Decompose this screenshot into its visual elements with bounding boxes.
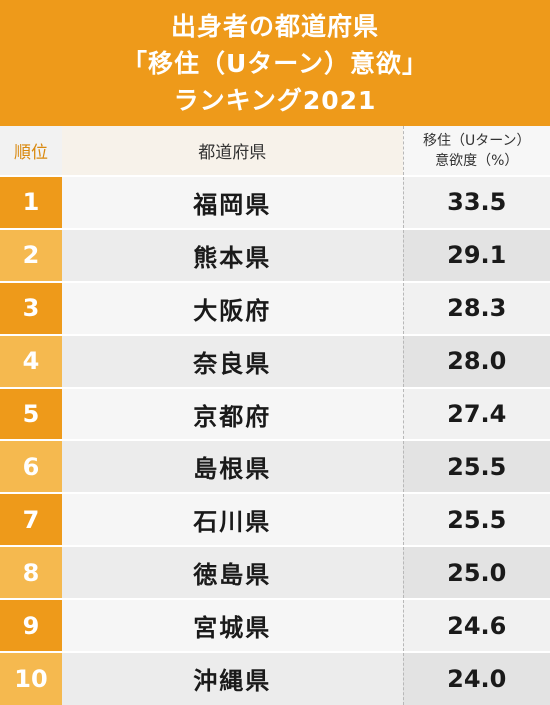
prefecture-cell: 沖縄県	[62, 651, 404, 705]
title-line-2: 「移住（Uターン）意欲」	[121, 48, 429, 78]
table-row: 4 奈良県 28.0	[0, 333, 550, 388]
value-cell: 25.5	[403, 492, 550, 547]
table-row: 10 沖縄県 24.0	[0, 651, 550, 705]
table-row: 6 島根県 25.5	[0, 439, 550, 494]
ranking-table: 順位 都道府県 移住（Uターン） 意欲度（%） 1 福岡県 33.5 2 熊本県…	[0, 126, 550, 705]
table-row: 7 石川県 25.5	[0, 492, 550, 547]
table-row: 9 宮城県 24.6	[0, 598, 550, 653]
title-line-1: 出身者の都道府県	[170, 11, 379, 41]
prefecture-cell: 宮城県	[62, 598, 404, 653]
table-row: 2 熊本県 29.1	[0, 227, 550, 282]
table-row: 3 大阪府 28.3	[0, 280, 550, 335]
rank-cell: 1	[0, 175, 62, 229]
prefecture-cell: 熊本県	[62, 227, 404, 282]
value-cell: 24.0	[403, 651, 550, 705]
rank-cell: 4	[0, 333, 62, 388]
value-cell: 33.5	[403, 175, 550, 229]
value-cell: 29.1	[403, 227, 550, 282]
value-cell: 28.0	[403, 333, 550, 388]
rank-cell: 5	[0, 386, 62, 441]
prefecture-cell: 福岡県	[62, 175, 404, 229]
table-row: 8 徳島県 25.0	[0, 545, 550, 600]
header-rank: 順位	[0, 126, 62, 176]
value-cell: 28.3	[403, 280, 550, 335]
value-cell: 27.4	[403, 386, 550, 441]
prefecture-cell: 奈良県	[62, 333, 404, 388]
rank-cell: 9	[0, 598, 62, 653]
table-row: 5 京都府 27.4	[0, 386, 550, 441]
chart-title: 出身者の都道府県 「移住（Uターン）意欲」 ランキング2021	[0, 0, 550, 126]
prefecture-cell: 石川県	[62, 492, 404, 547]
header-prefecture: 都道府県	[62, 126, 404, 176]
header-value: 移住（Uターン） 意欲度（%）	[403, 126, 550, 176]
table-row: 1 福岡県 33.5	[0, 175, 550, 229]
rank-cell: 7	[0, 492, 62, 547]
header-value-line-1: 移住（Uターン）	[422, 132, 531, 149]
rank-cell: 10	[0, 651, 62, 705]
rank-cell: 6	[0, 439, 62, 494]
header-value-line-2: 意欲度（%）	[435, 152, 519, 169]
title-line-3: ランキング2021	[173, 85, 377, 115]
value-cell: 24.6	[403, 598, 550, 653]
rank-cell: 2	[0, 227, 62, 282]
value-cell: 25.0	[403, 545, 550, 600]
prefecture-cell: 島根県	[62, 439, 404, 494]
prefecture-cell: 京都府	[62, 386, 404, 441]
prefecture-cell: 徳島県	[62, 545, 404, 600]
header-row: 順位 都道府県 移住（Uターン） 意欲度（%）	[0, 126, 550, 176]
prefecture-cell: 大阪府	[62, 280, 404, 335]
rank-cell: 3	[0, 280, 62, 335]
value-cell: 25.5	[403, 439, 550, 494]
rank-cell: 8	[0, 545, 62, 600]
